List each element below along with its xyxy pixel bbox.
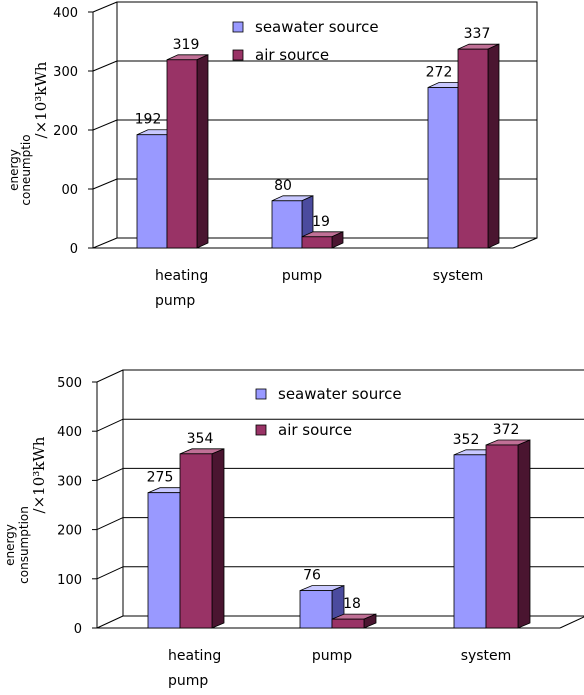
y-axis-unit: /×10³kWh — [30, 436, 48, 513]
y-tick-label: 100 — [57, 573, 82, 588]
bar-front — [179, 453, 213, 629]
data-label: 275 — [147, 470, 174, 486]
data-label: 354 — [187, 431, 214, 447]
y-tick-label: 0 — [70, 242, 78, 257]
y-axis-label-line1: energy — [3, 524, 17, 566]
bar-air-source-system — [457, 43, 500, 249]
side-wall-line — [92, 178, 118, 190]
legend-swatch — [232, 21, 244, 33]
bar-front — [299, 590, 333, 629]
side-wall-line — [92, 60, 118, 72]
category-label: pump — [168, 673, 208, 689]
category-label: heating — [155, 268, 208, 284]
bar-air-source-pump — [331, 613, 377, 629]
y-tick-label: 00 — [61, 183, 78, 198]
side-wall-line — [96, 615, 124, 629]
bar-front — [453, 454, 487, 629]
category-label: pump — [155, 293, 195, 309]
bar-front — [271, 200, 303, 249]
bar-side — [196, 54, 209, 249]
bar-side — [517, 439, 531, 629]
side-wall-line — [92, 1, 118, 13]
y-axis-unit: /×10³kWh — [32, 61, 50, 138]
data-label: 372 — [493, 422, 520, 438]
data-label: 319 — [173, 37, 200, 53]
legend-label: seawater source — [278, 385, 402, 403]
legend-label: air source — [278, 421, 352, 439]
y-tick-label: 300 — [57, 474, 82, 489]
category-label: system — [433, 268, 484, 284]
y-tick-label: 200 — [53, 124, 78, 139]
legend-swatch — [255, 388, 267, 400]
data-label: 19 — [312, 214, 330, 230]
bar-front — [457, 48, 489, 249]
bar-air-source-system — [485, 439, 531, 629]
bar-front — [427, 87, 459, 249]
category-label: system — [461, 648, 512, 664]
floor-right-edge — [512, 237, 538, 249]
legend-label: seawater source — [255, 18, 379, 36]
bar-side — [487, 43, 500, 249]
y-tick-label: 0 — [74, 622, 82, 637]
side-wall-line — [96, 566, 124, 580]
bar-front — [301, 236, 333, 249]
bar-air-source-heating-pump — [166, 54, 209, 249]
y-tick-label: 500 — [57, 376, 82, 391]
legend-label: air source — [255, 46, 329, 64]
category-label: heating — [168, 648, 221, 664]
data-label: 272 — [426, 65, 453, 81]
data-label: 80 — [274, 178, 292, 194]
category-label: pump — [282, 268, 322, 284]
bar-seawater-source-pump — [299, 585, 345, 629]
data-label: 352 — [453, 432, 480, 448]
category-label: pump — [312, 648, 352, 664]
side-wall-line — [96, 467, 124, 481]
data-label: 18 — [343, 596, 361, 612]
floor-right-edge — [559, 616, 584, 629]
y-axis-label-line2: coneumptio — [19, 134, 33, 205]
bar-front — [485, 444, 519, 629]
side-wall-line — [96, 517, 124, 531]
side-wall-line — [96, 418, 124, 432]
data-label: 192 — [135, 112, 162, 128]
bar-front — [147, 492, 181, 629]
bar-air-source-pump — [301, 231, 344, 249]
side-wall-line — [92, 237, 118, 249]
y-tick-label: 200 — [57, 524, 82, 539]
bar-front — [331, 618, 365, 629]
chart-2: 0 100 200 300 400 500 275 76 352 354 18 372 heating p… — [3, 369, 584, 689]
y-tick-label: 400 — [57, 425, 82, 440]
legend-swatch — [255, 424, 267, 436]
y-axis-label-line1: energy — [7, 149, 21, 191]
chart-1: 0002003004001928027231919337heatingpumpp… — [7, 1, 538, 309]
y-tick-label: 300 — [53, 65, 78, 80]
side-wall-line — [92, 119, 118, 131]
bar-side — [211, 448, 225, 629]
bar-front — [166, 59, 198, 249]
legend-swatch — [232, 49, 244, 61]
data-label: 76 — [303, 568, 321, 584]
side-wall-line — [96, 369, 124, 383]
y-axis-label-line2: consumption — [17, 506, 31, 584]
bar-air-source-heating-pump — [179, 448, 225, 629]
y-tick-label: 400 — [53, 6, 78, 21]
data-label: 337 — [464, 26, 491, 42]
bar-front — [136, 134, 168, 249]
